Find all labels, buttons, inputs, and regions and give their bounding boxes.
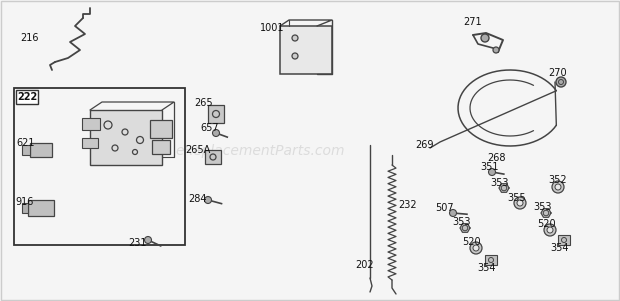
Bar <box>16 90 38 104</box>
Bar <box>82 138 98 148</box>
Text: 232: 232 <box>398 200 417 210</box>
Polygon shape <box>541 209 551 217</box>
Circle shape <box>489 169 495 175</box>
Text: 1001: 1001 <box>260 23 285 33</box>
Circle shape <box>213 129 219 136</box>
Text: 270: 270 <box>548 68 567 78</box>
Text: 284: 284 <box>188 194 206 204</box>
Circle shape <box>481 34 489 42</box>
Bar <box>205 150 221 164</box>
Text: 353: 353 <box>452 217 471 227</box>
Text: 354: 354 <box>477 263 495 273</box>
Bar <box>14 88 185 245</box>
Text: 271: 271 <box>463 17 482 27</box>
Circle shape <box>555 184 561 190</box>
Text: 231: 231 <box>128 238 146 248</box>
Text: 507: 507 <box>435 203 454 213</box>
Circle shape <box>470 242 482 254</box>
Bar <box>90 110 162 165</box>
Text: 621: 621 <box>16 138 35 148</box>
Text: 216: 216 <box>20 33 38 43</box>
Text: 353: 353 <box>490 178 508 188</box>
Bar <box>485 255 497 265</box>
Circle shape <box>514 197 526 209</box>
Circle shape <box>517 200 523 206</box>
Circle shape <box>205 197 211 203</box>
Text: 269: 269 <box>415 140 433 150</box>
Circle shape <box>556 77 566 87</box>
Circle shape <box>450 209 456 216</box>
Circle shape <box>493 47 499 53</box>
Text: 353: 353 <box>533 202 552 212</box>
Circle shape <box>473 245 479 251</box>
Bar <box>28 200 54 216</box>
Text: 354: 354 <box>550 243 569 253</box>
Circle shape <box>544 224 556 236</box>
Bar <box>152 140 170 154</box>
Circle shape <box>552 181 564 193</box>
Text: 222: 222 <box>17 92 37 102</box>
Polygon shape <box>460 224 470 232</box>
Bar <box>558 235 570 245</box>
Polygon shape <box>499 184 509 192</box>
Circle shape <box>292 35 298 41</box>
Text: eReplacementParts.com: eReplacementParts.com <box>175 144 345 157</box>
Bar <box>22 145 30 155</box>
Bar <box>208 105 224 123</box>
Bar <box>150 120 172 138</box>
Bar <box>82 118 100 130</box>
Text: 265: 265 <box>194 98 213 108</box>
Text: 202: 202 <box>355 260 374 270</box>
Text: 520: 520 <box>537 219 556 229</box>
Text: 520: 520 <box>462 237 480 247</box>
Bar <box>30 143 52 157</box>
Bar <box>280 26 332 74</box>
Text: 268: 268 <box>487 153 505 163</box>
Bar <box>22 203 28 213</box>
Text: 351: 351 <box>480 162 498 172</box>
Circle shape <box>292 53 298 59</box>
Text: 352: 352 <box>548 175 567 185</box>
Text: 355: 355 <box>507 193 526 203</box>
Text: 657: 657 <box>200 123 219 133</box>
Circle shape <box>144 237 151 244</box>
Text: 265A: 265A <box>185 145 210 155</box>
Text: 916: 916 <box>15 197 33 207</box>
Circle shape <box>547 227 553 233</box>
